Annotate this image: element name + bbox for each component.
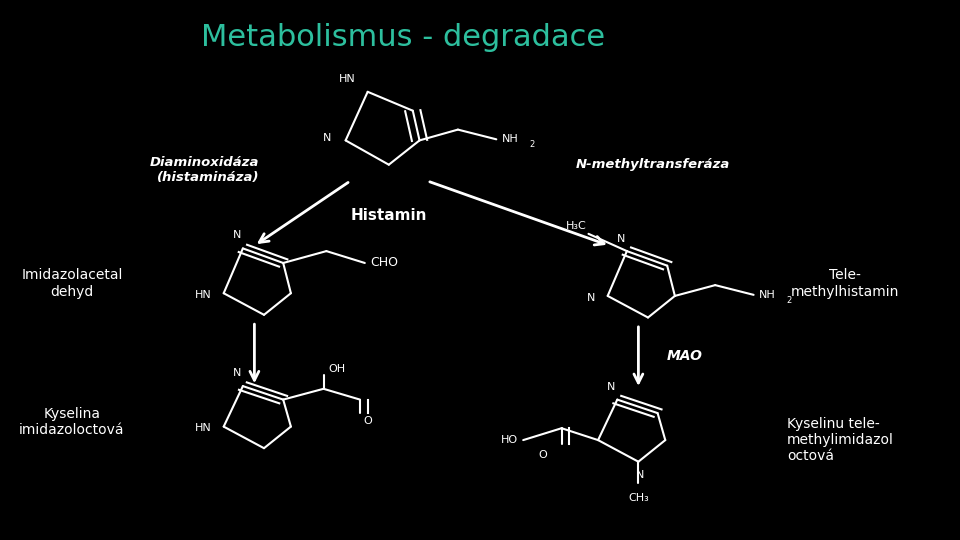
Text: Histamin: Histamin xyxy=(350,208,427,224)
Text: Diaminoxidáza
(histamináza): Diaminoxidáza (histamináza) xyxy=(150,156,259,184)
Text: 2: 2 xyxy=(529,140,534,149)
Text: O: O xyxy=(538,450,547,460)
Text: N: N xyxy=(587,293,595,303)
Text: 2: 2 xyxy=(786,296,791,305)
Text: N: N xyxy=(617,234,625,244)
Text: CH₃: CH₃ xyxy=(628,493,649,503)
Text: O: O xyxy=(363,416,372,426)
Text: N: N xyxy=(608,381,615,391)
Text: N: N xyxy=(636,470,644,480)
Text: NH: NH xyxy=(502,134,518,144)
Text: Kyselinu tele-
methylimidazol
octová: Kyselinu tele- methylimidazol octová xyxy=(787,417,894,463)
Text: N: N xyxy=(233,230,241,240)
Text: Imidazolacetal
dehyd: Imidazolacetal dehyd xyxy=(21,268,123,299)
Text: N: N xyxy=(233,368,241,378)
Text: Metabolismus - degradace: Metabolismus - degradace xyxy=(202,23,605,52)
Text: N: N xyxy=(323,133,331,143)
Text: Tele-
methylhistamin: Tele- methylhistamin xyxy=(791,268,899,299)
Text: H₃C: H₃C xyxy=(565,221,587,231)
Text: OH: OH xyxy=(328,363,346,374)
Text: MAO: MAO xyxy=(667,349,703,363)
Text: Kyselina
imidazoloctová: Kyselina imidazoloctová xyxy=(19,407,125,437)
Text: HN: HN xyxy=(339,73,355,84)
Text: HO: HO xyxy=(501,435,518,445)
Text: NH: NH xyxy=(759,290,776,300)
Text: CHO: CHO xyxy=(371,256,398,269)
Text: HN: HN xyxy=(195,423,211,433)
Text: N-methyltransferáza: N-methyltransferáza xyxy=(576,158,731,171)
Text: HN: HN xyxy=(195,291,211,300)
